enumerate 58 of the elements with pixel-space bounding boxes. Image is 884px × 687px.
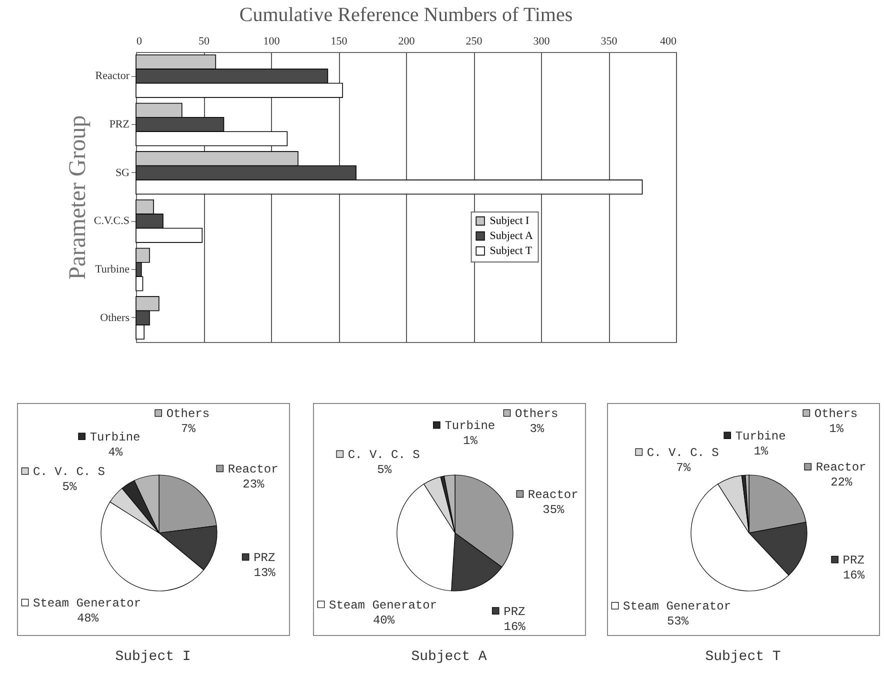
x-tick-label: 350 (600, 36, 618, 48)
x-tick-label: 300 (533, 36, 550, 48)
x-tick-label: 50 (198, 36, 210, 48)
legend-label: PRZ (842, 554, 864, 568)
legend-label: C. V. C. S (646, 446, 719, 460)
data-label: 35% (542, 502, 566, 517)
y-tick-label: Reactor (95, 70, 130, 82)
text: Subject A (411, 649, 488, 665)
text: Subject T (705, 649, 781, 665)
data-label: 1% (829, 422, 844, 436)
y-tick-label: Others (100, 312, 130, 324)
legend-label: PRZ (254, 550, 276, 565)
data-label: 40% (372, 613, 396, 628)
x-tick-label: 200 (398, 36, 416, 48)
x-tick-label: 0 (136, 36, 142, 48)
data-label: 22% (830, 476, 853, 490)
y-tick-label: C.V.C.S (94, 215, 130, 228)
y-axis-title: Parameter Group (64, 115, 91, 280)
y-tick-label: SG (115, 166, 130, 179)
text: Subject I (115, 649, 191, 665)
legend-label: Steam Generator (623, 600, 732, 614)
legend-label: Others (166, 407, 210, 422)
x-tick-label: 150 (330, 36, 348, 48)
legend-label: Reactor (816, 460, 866, 475)
legend-label: Turbine (735, 429, 786, 444)
x-tick-label: 400 (660, 36, 677, 48)
data-label: 1% (463, 434, 478, 448)
chart-title: Cumulative Reference Numbers of Times (239, 4, 573, 26)
legend-label: Subject T (490, 245, 532, 257)
x-tick-label: 250 (466, 36, 483, 48)
data-label: 7% (181, 422, 196, 436)
legend-label: Steam Generator (33, 596, 142, 611)
x-tick-label: 100 (263, 36, 280, 48)
data-label: 23% (242, 477, 266, 492)
legend-label: Subject I (490, 215, 530, 227)
data-label: 1% (754, 444, 769, 458)
legend-label: Others (814, 407, 858, 421)
legend-label: Reactor (228, 462, 278, 476)
legend-label: PRZ (504, 604, 526, 619)
legend-label: Reactor (528, 488, 578, 502)
legend-label: Turbine (444, 419, 496, 434)
data-label: 16% (504, 620, 526, 634)
data-label: 13% (254, 566, 276, 580)
legend-label: C. V. C. S (348, 448, 420, 462)
legend-label: Others (515, 407, 558, 421)
y-tick-label: Turbine (95, 264, 130, 276)
legend-label: Subject A (490, 230, 533, 242)
data-label: 7% (676, 461, 692, 476)
legend-label: C. V. C. S (33, 465, 106, 480)
data-label: 3% (530, 422, 545, 436)
data-label: 4% (108, 445, 124, 460)
y-tick-label: PRZ (109, 118, 130, 130)
data-label: 48% (76, 612, 100, 626)
data-label: 5% (62, 480, 78, 494)
data-label: 53% (666, 614, 690, 629)
legend-label: Steam Generator (329, 598, 438, 612)
data-label: 5% (377, 463, 392, 478)
data-label: 16% (842, 568, 866, 583)
